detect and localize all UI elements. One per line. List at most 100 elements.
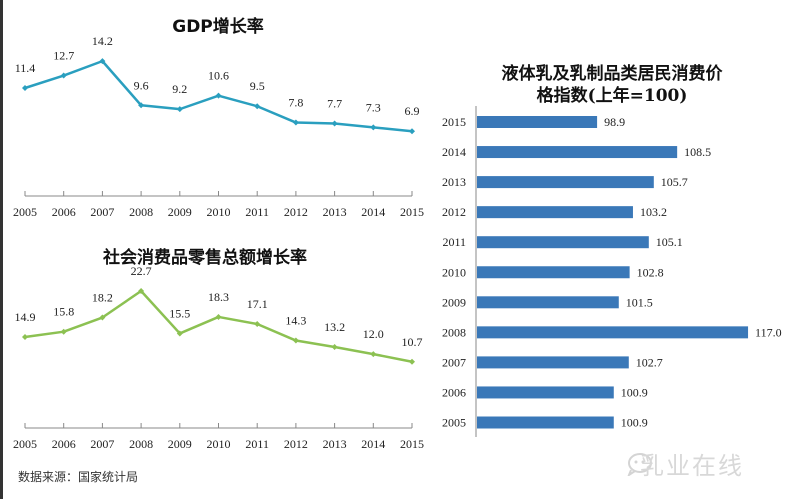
data-point — [331, 344, 338, 351]
x-tick-label: 2012 — [284, 437, 308, 451]
bar — [477, 116, 598, 128]
x-tick-label: 2014 — [361, 205, 385, 219]
x-tick-label: 2006 — [52, 205, 76, 219]
bar — [477, 416, 614, 429]
left-border — [0, 0, 3, 499]
bar-value-label: 102.8 — [637, 265, 664, 279]
x-tick-label: 2009 — [168, 437, 192, 451]
data-point — [254, 321, 261, 328]
data-label: 7.3 — [366, 100, 381, 114]
wechat-icon — [627, 453, 652, 476]
data-label: 15.8 — [53, 305, 74, 319]
bar-chart-title-line-2: 格指数(上年=100) — [537, 85, 688, 106]
data-label: 18.2 — [92, 291, 113, 305]
data-point — [176, 330, 183, 337]
data-source-note: 数据来源：国家统计局 — [18, 470, 139, 484]
dairy-cpi-bar-chart: 液体乳及乳制品类居民消费价 格指数(上年=100) 2015 2014 2013 20… — [442, 63, 782, 437]
x-tick-label: 2011 — [245, 437, 269, 451]
data-label: 22.7 — [131, 264, 152, 278]
y-category-label: 2014 — [442, 145, 466, 159]
retail-chart-title: 社会消费品零售总额增长率 — [102, 247, 307, 268]
x-tick-label: 2013 — [323, 205, 347, 219]
gdp-growth-chart: GDP增长率 2005 2006 2007 2008 2009 2010 2011 2012 2… — [13, 16, 424, 219]
retail-sales-growth-chart: 社会消费品零售总额增长率 2005 2006 2007 2008 2009 2010 201… — [13, 247, 424, 451]
bar-value-label: 117.0 — [755, 325, 782, 339]
bar-chart-title-line-1: 液体乳及乳制品类居民消费价 — [502, 63, 724, 84]
x-tick-label: 2009 — [168, 205, 192, 219]
bar — [477, 236, 649, 249]
data-point — [60, 328, 67, 335]
data-point — [215, 313, 222, 320]
x-tick-label: 2006 — [52, 437, 76, 451]
gdp-chart-title: GDP增长率 — [172, 16, 264, 37]
data-point — [370, 351, 377, 358]
y-category-label: 2008 — [442, 325, 466, 339]
watermark-text: 乳业在线 — [640, 452, 744, 480]
x-tick-label: 2015 — [400, 437, 424, 451]
data-point — [370, 124, 377, 131]
bar-value-label: 105.7 — [661, 175, 688, 189]
x-tick-label: 2007 — [90, 205, 114, 219]
data-label: 15.5 — [169, 306, 190, 320]
y-category-label: 2006 — [442, 385, 466, 399]
bar-value-label: 100.9 — [621, 385, 648, 399]
data-label: 10.7 — [402, 335, 423, 349]
data-point — [138, 102, 145, 109]
data-point — [331, 120, 338, 127]
bar — [477, 266, 630, 279]
data-point — [60, 72, 67, 79]
bar — [477, 176, 654, 189]
data-label: 14.2 — [92, 34, 113, 48]
x-tick-label: 2005 — [13, 437, 37, 451]
y-category-label: 2012 — [442, 205, 466, 219]
data-label: 7.8 — [288, 96, 303, 110]
data-point — [138, 287, 145, 294]
x-tick-label: 2010 — [207, 437, 231, 451]
data-point — [292, 337, 299, 344]
y-category-label: 2010 — [442, 265, 466, 279]
data-label: 13.2 — [324, 320, 345, 334]
y-category-label: 2013 — [442, 175, 466, 189]
bar-value-label: 100.9 — [621, 416, 648, 430]
data-label: 9.6 — [134, 78, 149, 92]
x-tick-label: 2011 — [245, 205, 269, 219]
x-tick-label: 2005 — [13, 205, 37, 219]
bar — [477, 296, 619, 309]
data-label: 12.7 — [53, 49, 74, 63]
data-label: 17.1 — [247, 297, 268, 311]
x-tick-label: 2007 — [90, 437, 114, 451]
data-label: 10.6 — [208, 69, 229, 83]
x-tick-label: 2008 — [129, 205, 153, 219]
bar-value-label: 108.5 — [684, 145, 711, 159]
bar — [477, 326, 749, 339]
bar-value-label: 101.5 — [626, 295, 653, 309]
data-label: 6.9 — [405, 104, 420, 118]
data-point — [22, 85, 28, 91]
bar-value-label: 102.7 — [636, 355, 663, 369]
y-category-label: 2011 — [442, 235, 466, 249]
data-point — [99, 58, 106, 65]
y-category-label: 2009 — [442, 295, 466, 309]
bar — [477, 206, 633, 219]
bar — [477, 146, 678, 159]
data-label: 11.4 — [15, 61, 36, 75]
data-point — [99, 314, 106, 321]
data-point — [176, 106, 183, 113]
x-tick-label: 2013 — [323, 437, 347, 451]
data-label: 7.7 — [327, 97, 342, 111]
y-category-label: 2015 — [442, 115, 466, 129]
data-label: 9.2 — [172, 82, 187, 96]
data-point — [254, 103, 261, 110]
bar-value-label: 98.9 — [604, 115, 625, 129]
x-tick-label: 2015 — [400, 205, 424, 219]
data-point — [215, 92, 222, 99]
data-point — [292, 119, 299, 126]
y-category-label: 2005 — [442, 416, 466, 430]
x-tick-label: 2014 — [361, 437, 385, 451]
y-category-label: 2007 — [442, 355, 466, 369]
x-tick-label: 2010 — [207, 205, 231, 219]
data-label: 14.9 — [15, 310, 36, 324]
data-label: 9.5 — [250, 79, 265, 93]
